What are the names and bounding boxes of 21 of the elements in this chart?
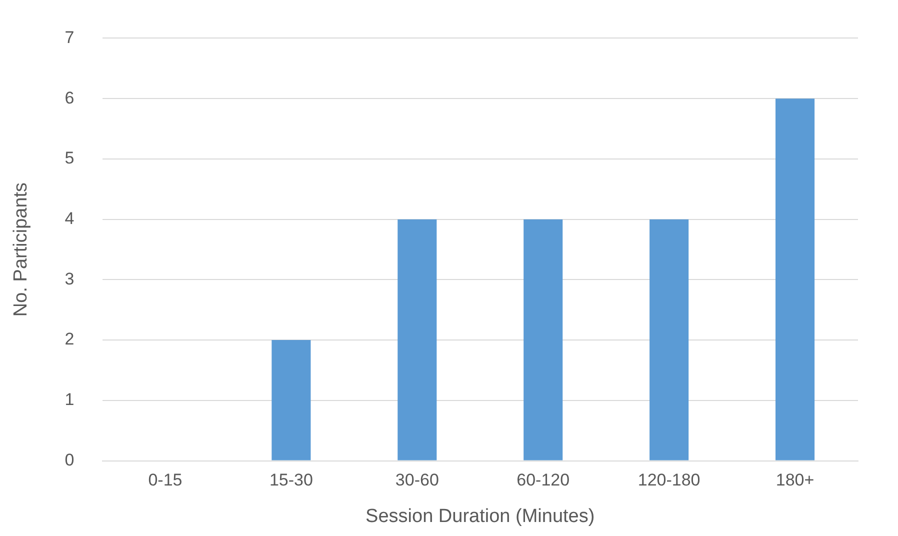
y-tick-label: 4: [64, 209, 74, 228]
x-tick-label: 120-180: [638, 470, 700, 490]
y-tick-label: 3: [64, 269, 74, 288]
x-axis-title: Session Duration (Minutes): [366, 506, 595, 527]
x-tick-label: 15-30: [269, 470, 313, 490]
x-tick-label: 180+: [776, 470, 814, 490]
x-tick-label: 0-15: [148, 470, 182, 490]
y-tick-label: 2: [64, 330, 74, 349]
bar: [272, 340, 311, 460]
y-tick-label: 7: [64, 28, 74, 47]
y-tick-label: 0: [64, 450, 74, 470]
x-tick-label: 30-60: [395, 470, 439, 490]
y-axis-title: No. Participants: [10, 182, 32, 317]
y-tick-label: 5: [64, 148, 74, 168]
x-tick-label: 60-120: [516, 470, 570, 490]
y-tick-label: 6: [64, 88, 74, 108]
bar: [524, 219, 563, 460]
y-tick-label: 1: [64, 390, 74, 410]
bar: [650, 219, 689, 460]
bar: [398, 219, 437, 460]
bar: [776, 98, 815, 460]
